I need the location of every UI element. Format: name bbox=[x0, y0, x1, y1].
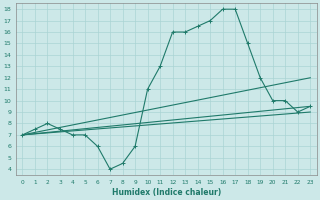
X-axis label: Humidex (Indice chaleur): Humidex (Indice chaleur) bbox=[112, 188, 221, 197]
